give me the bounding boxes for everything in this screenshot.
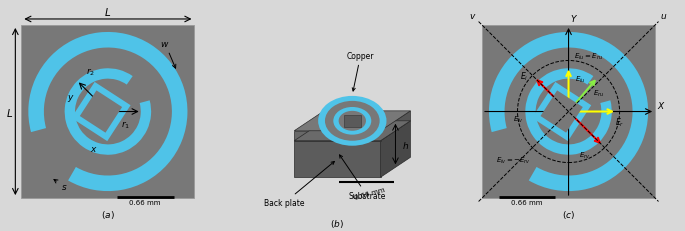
Wedge shape (489, 33, 648, 191)
Text: $s$: $s$ (54, 180, 68, 191)
Text: Substrate: Substrate (340, 155, 386, 200)
Polygon shape (381, 111, 410, 141)
Text: $h$: $h$ (402, 139, 409, 150)
Text: 0.66 mm: 0.66 mm (353, 186, 386, 200)
Text: $E_{iu}$: $E_{iu}$ (575, 74, 586, 85)
Ellipse shape (325, 101, 379, 141)
Text: $E_{iv}$: $E_{iv}$ (513, 114, 523, 124)
Polygon shape (540, 91, 583, 133)
Text: $E_{rv}$: $E_{rv}$ (579, 150, 590, 160)
Text: Back plate: Back plate (264, 162, 334, 208)
Text: $(b)$: $(b)$ (330, 217, 345, 229)
Polygon shape (295, 111, 410, 131)
Text: $L$: $L$ (104, 6, 112, 18)
Text: $u$: $u$ (660, 12, 667, 21)
Text: $E_{iv}$$=$$-E_{rv}$: $E_{iv}$$=$$-E_{rv}$ (496, 155, 531, 165)
Wedge shape (525, 69, 612, 155)
Polygon shape (482, 26, 655, 198)
Text: $E_{ru}$: $E_{ru}$ (593, 88, 604, 98)
Text: $E_r$: $E_r$ (615, 116, 625, 129)
Text: $w$: $w$ (160, 40, 176, 69)
Text: $Y$: $Y$ (571, 13, 578, 24)
Text: 0.66 mm: 0.66 mm (129, 199, 161, 205)
Text: $v$: $v$ (469, 12, 477, 21)
Text: $E_{iu}$$=$$E_{ru}$: $E_{iu}$$=$$E_{ru}$ (574, 52, 603, 62)
Polygon shape (295, 141, 381, 177)
Polygon shape (295, 131, 381, 141)
Polygon shape (381, 121, 410, 177)
Wedge shape (28, 33, 188, 191)
Polygon shape (532, 82, 591, 142)
Ellipse shape (334, 107, 371, 135)
Text: 0.66 mm: 0.66 mm (511, 199, 543, 205)
Polygon shape (21, 26, 195, 198)
Text: $r_2$: $r_2$ (86, 66, 95, 78)
Text: $L$: $L$ (6, 106, 14, 118)
Polygon shape (71, 82, 131, 142)
Ellipse shape (318, 97, 386, 146)
Polygon shape (295, 121, 410, 141)
Text: $X$: $X$ (657, 99, 666, 110)
Text: $y$: $y$ (67, 93, 75, 104)
Text: $(a)$: $(a)$ (101, 209, 115, 220)
Text: $x$: $x$ (90, 145, 98, 154)
Wedge shape (64, 69, 151, 155)
Polygon shape (344, 115, 361, 127)
Text: $(c)$: $(c)$ (562, 209, 575, 220)
Polygon shape (80, 91, 122, 133)
Text: $r_1$: $r_1$ (121, 119, 129, 130)
Text: $E_i$: $E_i$ (521, 70, 529, 83)
Ellipse shape (338, 111, 366, 131)
Text: Copper: Copper (347, 52, 374, 92)
